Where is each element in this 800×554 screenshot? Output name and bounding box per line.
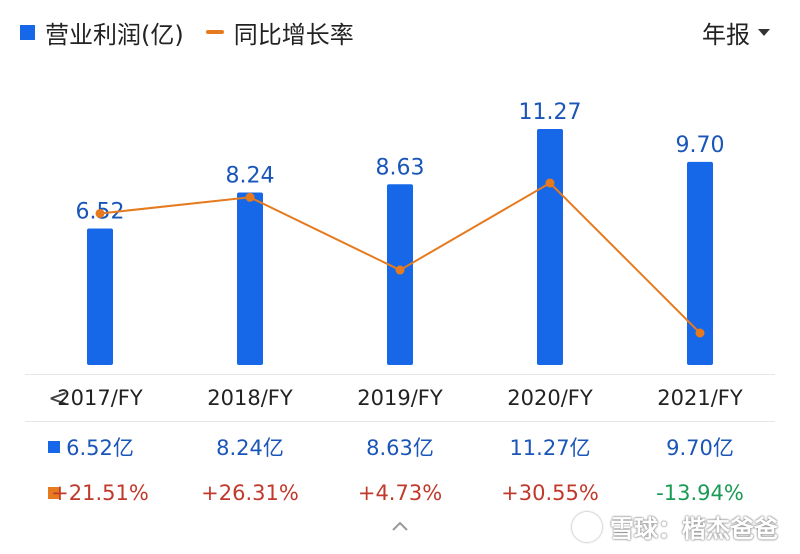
growth-point	[695, 328, 705, 338]
growth-cell: +26.31%	[201, 481, 299, 505]
growth-point	[545, 178, 555, 188]
bar	[87, 228, 113, 365]
growth-cell: +21.51%	[51, 481, 149, 505]
growth-cell: +30.55%	[501, 481, 599, 505]
period-label: 年报	[702, 20, 750, 49]
legend-item-profit[interactable]: 营业利润(亿)	[20, 15, 184, 50]
profit-cell: 6.52亿	[66, 436, 134, 460]
watermark: 雪球：楷杰爸爸	[572, 509, 778, 544]
period-dropdown[interactable]: 年报	[702, 14, 770, 50]
table-divider-mid	[25, 421, 775, 422]
legend-swatch-bar	[20, 24, 35, 40]
bar	[537, 129, 563, 365]
growth-row-marker	[48, 487, 60, 499]
legend-item-growth[interactable]: 同比增长率	[205, 15, 354, 50]
year-cell[interactable]: 2019/FY	[357, 386, 443, 410]
profit-row: 6.52亿 8.24亿 8.63亿 11.27亿 9.70亿	[25, 424, 775, 470]
legend-swatch-line	[205, 30, 224, 34]
chart-legend: 营业利润(亿) 同比增长率	[20, 14, 376, 50]
year-cell[interactable]: 2018/FY	[207, 386, 293, 410]
profit-cell: 8.24亿	[216, 436, 284, 460]
bar	[237, 192, 263, 365]
bar-value-label: 11.27	[519, 100, 582, 125]
table-divider-top	[25, 374, 775, 375]
growth-cell: -13.94%	[656, 481, 744, 505]
growth-cell: +4.73%	[357, 481, 443, 505]
bar	[387, 184, 413, 365]
legend-label-profit: 营业利润(亿)	[45, 20, 184, 49]
bar	[687, 161, 713, 365]
year-cell[interactable]: 2017/FY	[57, 386, 143, 410]
profit-row-marker	[48, 441, 60, 453]
growth-point	[395, 265, 405, 275]
growth-point	[245, 192, 255, 202]
profit-cell: 8.63亿	[366, 436, 434, 460]
year-row: 2017/FY 2018/FY 2019/FY 2020/FY 2021/FY	[25, 375, 775, 421]
xueqiu-logo-icon	[572, 511, 602, 542]
bar-value-label: 8.24	[226, 163, 275, 188]
chevron-up-icon[interactable]	[386, 515, 414, 537]
profit-cell: 9.70亿	[666, 436, 734, 460]
legend-label-growth: 同比增长率	[233, 20, 354, 49]
growth-row: +21.51% +26.31% +4.73% +30.55% -13.94%	[25, 470, 775, 516]
bar-value-label: 9.70	[676, 133, 725, 158]
watermark-text: 雪球：楷杰爸爸	[610, 515, 778, 543]
profit-cell: 11.27亿	[509, 436, 591, 460]
year-cell[interactable]: 2021/FY	[657, 386, 743, 410]
growth-point	[95, 208, 105, 218]
year-cell[interactable]: 2020/FY	[507, 386, 593, 410]
bar-value-label: 8.63	[376, 155, 425, 180]
chevron-left-icon[interactable]: <	[47, 384, 69, 412]
caret-down-icon	[758, 28, 770, 36]
